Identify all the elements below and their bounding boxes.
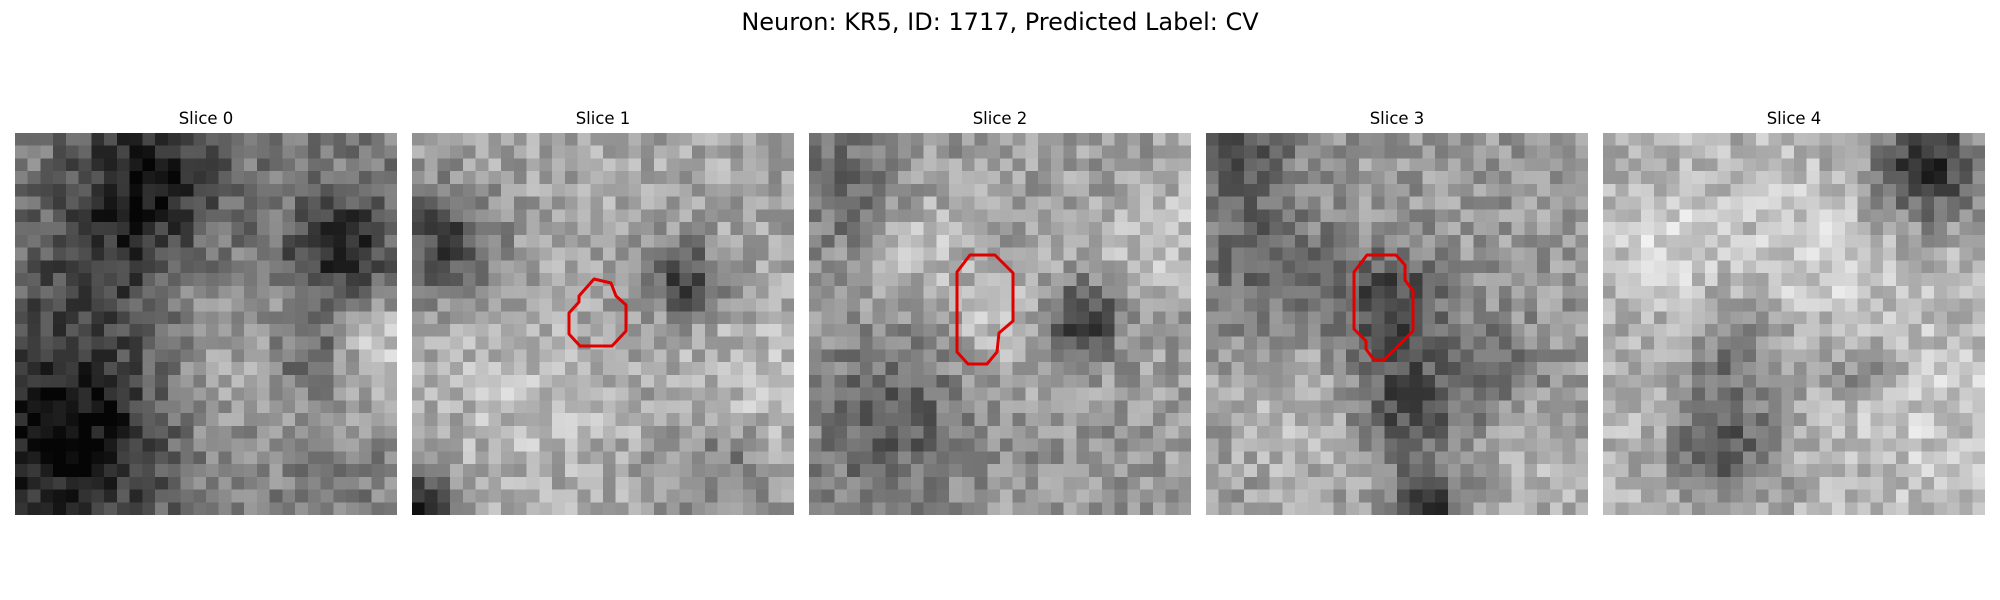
roi-contour [567, 277, 628, 348]
slice-title: Slice 1 [575, 109, 631, 128]
roi-contour [955, 253, 1015, 366]
slice-title: Slice 3 [1369, 109, 1425, 128]
slice-image [412, 133, 794, 515]
slice-image [15, 133, 397, 515]
roi-contour [1352, 253, 1415, 362]
figure-title: Neuron: KR5, ID: 1717, Predicted Label: … [741, 8, 1259, 36]
slice-image [1603, 133, 1985, 515]
slice-image [809, 133, 1191, 515]
slice-title: Slice 0 [178, 109, 234, 128]
slice-image [1206, 133, 1588, 515]
slice-title: Slice 2 [972, 109, 1028, 128]
slice-title: Slice 4 [1766, 109, 1822, 128]
